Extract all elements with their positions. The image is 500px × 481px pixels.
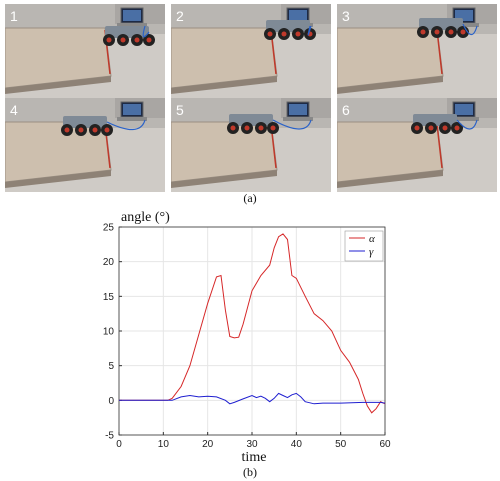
legend-label: γ	[369, 246, 374, 258]
y-tick-label: -5	[105, 431, 114, 442]
legend-label: α	[369, 233, 375, 245]
series-line-alpha	[119, 233, 386, 414]
robot-photo-frame: 3	[337, 4, 497, 98]
robot-photo-frame: 1	[5, 4, 165, 98]
robot-photo-frame: 6	[337, 98, 497, 192]
frame-number: 1	[10, 8, 18, 24]
x-axis-label: time	[242, 450, 267, 465]
x-tick-label: 40	[291, 439, 303, 450]
x-tick-label: 20	[202, 439, 214, 450]
x-tick-label: 30	[246, 439, 258, 450]
y-axis-label: angle (°)	[121, 210, 170, 225]
frame-number: 6	[342, 102, 350, 118]
caption-b: (b)	[243, 465, 257, 479]
x-tick-label: 0	[116, 439, 122, 450]
x-tick-label: 60	[379, 439, 391, 450]
series-line-gamma	[119, 392, 386, 405]
y-tick-label: 20	[103, 257, 115, 268]
y-tick-label: 10	[103, 327, 115, 338]
y-tick-label: 5	[108, 361, 114, 372]
y-tick-label: 25	[103, 223, 115, 234]
robot-photo-frame: 2	[171, 4, 331, 98]
frame-number: 4	[10, 102, 18, 118]
frame-number: 2	[176, 8, 184, 24]
frame-number: 3	[342, 8, 350, 24]
frame-number: 5	[176, 102, 184, 118]
robot-photo-frame: 4	[5, 98, 165, 192]
y-tick-label: 0	[108, 396, 114, 407]
caption-a: (a)	[243, 191, 257, 205]
y-tick-label: 15	[103, 292, 115, 303]
legend-box	[344, 230, 384, 262]
x-tick-label: 50	[335, 439, 347, 450]
robot-photo-frame: 5	[171, 98, 331, 192]
x-tick-label: 10	[158, 439, 170, 450]
